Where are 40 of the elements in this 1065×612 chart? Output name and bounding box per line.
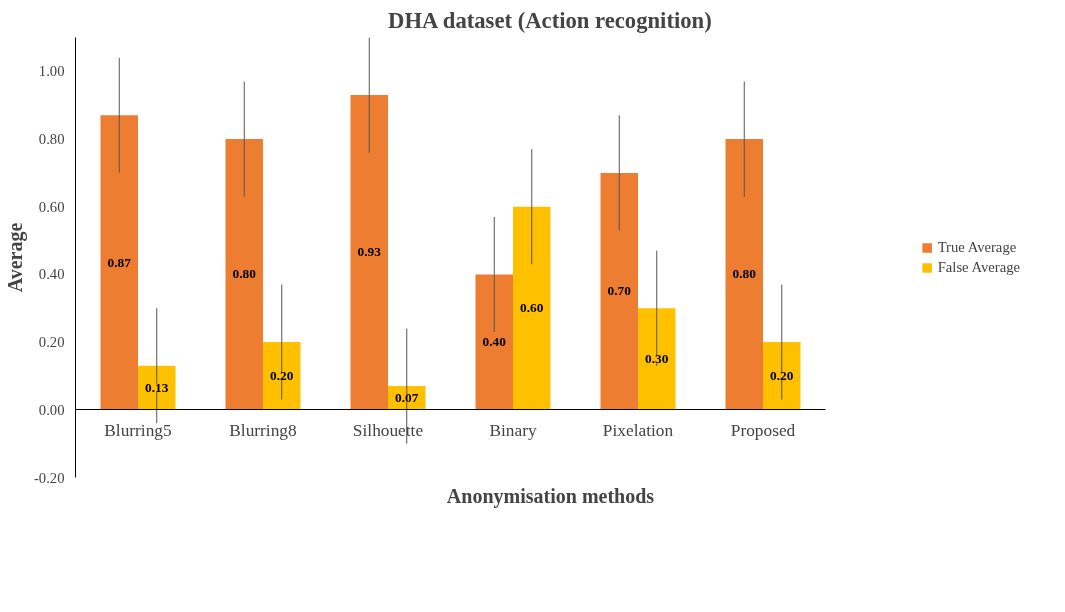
- data-label: 0.07: [395, 389, 419, 405]
- data-label: 0.20: [770, 367, 794, 383]
- data-label: 0.40: [482, 334, 507, 350]
- data-label: 0.13: [145, 379, 169, 395]
- y-tick-label: 0.60: [38, 198, 65, 215]
- bar: [763, 342, 801, 410]
- data-label: 0.80: [232, 266, 257, 282]
- legend-label: True Average: [937, 238, 1017, 256]
- bar: [638, 308, 676, 410]
- bar: [513, 206, 551, 410]
- bar: [100, 115, 138, 410]
- data-label: 0.60: [520, 300, 544, 316]
- x-tick-label: Pixelation: [602, 420, 674, 440]
- bar: [475, 274, 513, 410]
- data-label: 0.87: [107, 254, 132, 270]
- data-label: 0.20: [270, 367, 294, 383]
- chart-title: DHA dataset (Action recognition): [388, 7, 712, 33]
- y-tick-label: -0.20: [33, 469, 65, 486]
- bar: [350, 95, 388, 410]
- data-label: 0.30: [645, 351, 669, 367]
- bar: [138, 365, 176, 410]
- y-tick-label: 0.80: [38, 131, 65, 148]
- x-tick-label: Blurring8: [229, 420, 297, 440]
- x-axis-title: Anonymisation methods: [446, 484, 655, 508]
- data-label: 0.70: [607, 283, 632, 299]
- y-tick-label: 1.00: [38, 63, 65, 80]
- bar: [725, 139, 763, 410]
- bar: [263, 342, 301, 410]
- legend-label: False Average: [937, 258, 1020, 276]
- data-label: 0.93: [357, 244, 382, 260]
- x-tick-label: Binary: [489, 420, 537, 440]
- x-tick-label: Blurring5: [104, 420, 172, 440]
- data-label: 0.80: [732, 266, 757, 282]
- y-tick-label: 0.00: [38, 401, 65, 418]
- bar: [225, 139, 263, 410]
- bar: [600, 172, 638, 410]
- y-tick-label: 0.20: [38, 334, 65, 351]
- y-tick-label: 0.40: [38, 266, 65, 283]
- y-axis-title: Average: [3, 222, 27, 293]
- x-tick-label: Proposed: [730, 420, 796, 440]
